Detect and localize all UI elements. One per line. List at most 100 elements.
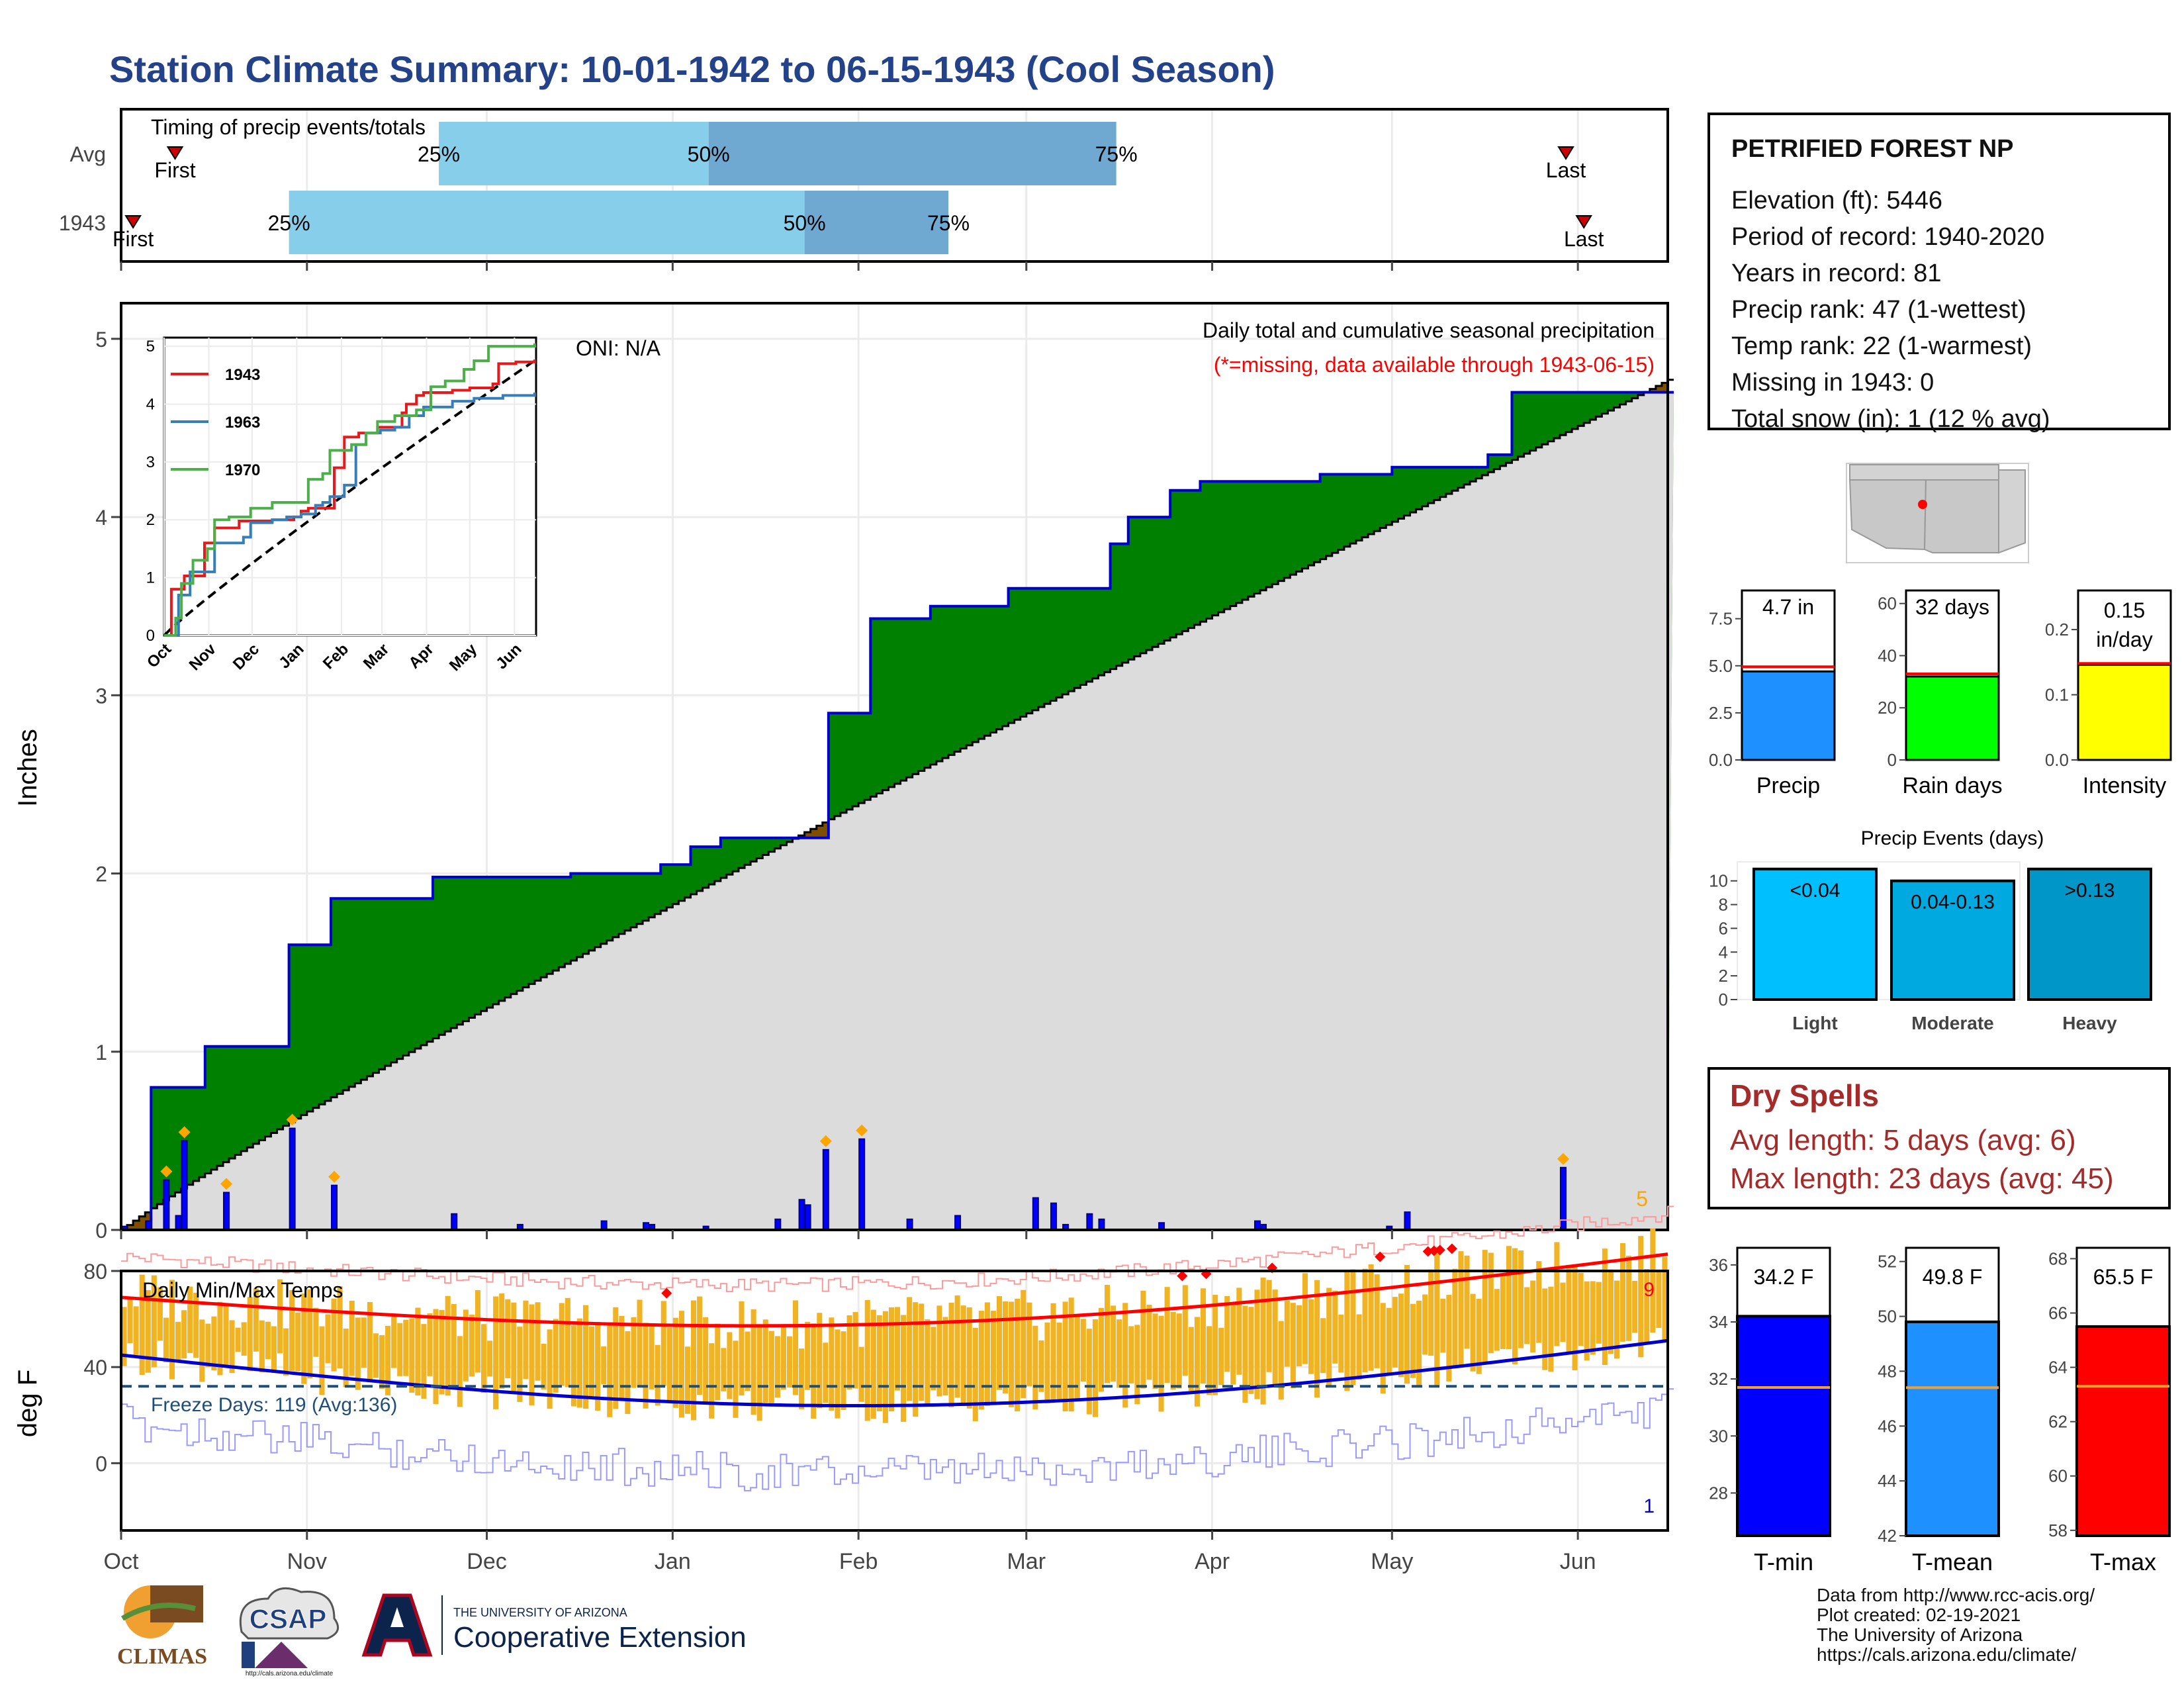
temp-daily-bar	[1608, 1269, 1614, 1354]
temp-daily-bar	[1068, 1297, 1074, 1412]
dry-spells-title: Dry Spells	[1730, 1078, 1879, 1113]
timing-first-marker	[166, 146, 184, 160]
precip-daily-bar	[331, 1184, 338, 1231]
events-bar-range: >0.13	[2065, 880, 2115, 902]
station-snow: Total snow (in): 1 (12 % avg)	[1731, 405, 2050, 433]
temp-daily-bar	[409, 1318, 415, 1393]
timing-title: Timing of precip events/totals	[151, 115, 426, 139]
temp-daily-bar	[1386, 1307, 1392, 1375]
precip-daily-bar	[798, 1199, 805, 1231]
temp-daily-bar	[1416, 1300, 1422, 1386]
temp-daily-bar	[535, 1302, 541, 1381]
temp-bar-tick-label: 32	[1709, 1369, 1728, 1389]
events-tick-label: 8	[1719, 895, 1728, 915]
temp-record-marker	[1446, 1243, 1457, 1254]
inset-series-line	[164, 359, 536, 637]
temp-daily-bar	[697, 1296, 703, 1395]
temp-daily-bar	[1290, 1303, 1296, 1389]
temp-daily-bar	[739, 1301, 745, 1396]
events-bar-label: Heavy	[2062, 1013, 2117, 1033]
temp-daily-bar	[751, 1309, 756, 1415]
temp-daily-bar	[1009, 1301, 1015, 1407]
temp-daily-bar	[1308, 1299, 1314, 1374]
temp-daily-bar	[990, 1311, 996, 1404]
temp-bar-tick-label: 62	[2048, 1412, 2068, 1432]
temp-bar-tick-label: 36	[1709, 1255, 1728, 1275]
mini-bar-value-label: 4.7 in	[1762, 595, 1814, 619]
temp-bar-tick-label: 44	[1878, 1471, 1897, 1491]
temp-daily-bar	[786, 1336, 793, 1388]
events-bar	[2027, 867, 2152, 1002]
temp-daily-bar	[966, 1307, 972, 1409]
temp-panel-border	[120, 1270, 1669, 1532]
timing-pct-label: 50%	[784, 211, 826, 235]
temp-daily-bar	[733, 1340, 739, 1418]
temp-daily-bar	[187, 1286, 193, 1353]
temp-daily-bar	[643, 1323, 649, 1409]
temp-daily-bar	[1272, 1289, 1278, 1387]
ua-small-text: THE UNIVERSITY OF ARIZONA	[453, 1606, 627, 1619]
temp-daily-bar	[1140, 1290, 1146, 1389]
temp-record-min-line	[121, 1388, 1674, 1491]
station-period: Period of record: 1940-2020	[1731, 223, 2045, 251]
temp-daily-bar	[553, 1319, 559, 1393]
temp-daily-bar	[1320, 1318, 1326, 1374]
temp-daily-bar	[703, 1317, 709, 1404]
temp-daily-bar	[1326, 1288, 1332, 1387]
temp-daily-bar	[972, 1327, 978, 1421]
temp-daily-bar	[1530, 1280, 1536, 1353]
temp-daily-bar	[576, 1318, 582, 1408]
temp-panel-title: Daily Min/Max Temps	[142, 1278, 343, 1302]
x-month-label: Oct	[104, 1549, 139, 1574]
temp-bottom-count: 1	[1643, 1495, 1655, 1517]
timing-pct-label: 75%	[927, 211, 970, 235]
temp-daily-bar	[487, 1340, 493, 1377]
climas-logo-image: CLIMAS	[117, 1585, 207, 1669]
temp-daily-bar	[529, 1304, 535, 1405]
temp-daily-bar	[768, 1331, 774, 1403]
temp-daily-bar	[649, 1325, 655, 1389]
mini-bar-tick-label: 60	[1878, 594, 1897, 614]
temp-daily-bar	[367, 1301, 373, 1383]
mini-bar-tick-label: 0	[1888, 750, 1897, 770]
temp-daily-bar	[589, 1326, 595, 1397]
temp-daily-bar	[1212, 1294, 1218, 1395]
temp-record-marker	[1428, 1245, 1439, 1256]
temp-daily-bar	[391, 1317, 397, 1368]
dry-spells-avg: Avg length: 5 days (avg: 6)	[1730, 1124, 2076, 1156]
precip-ytick-label: 0	[95, 1219, 107, 1243]
station-temp-rank: Temp rank: 22 (1-warmest)	[1731, 332, 2032, 360]
precip-event-marker	[286, 1113, 298, 1126]
temp-daily-bar	[511, 1302, 517, 1391]
inset-ytick-label: 0	[146, 627, 155, 645]
mini-bar-value-label: in/day	[2096, 628, 2152, 651]
temp-daily-bar	[157, 1287, 163, 1341]
csap-logo-image: CSAP http://cals.arizona.edu/climate	[239, 1587, 340, 1677]
timing-pct-label: 25%	[268, 211, 310, 235]
climas-logo: CLIMAS	[109, 1579, 215, 1678]
temp-daily-bar	[493, 1296, 499, 1409]
temp-bar-tick-label: 28	[1709, 1483, 1728, 1503]
temp-daily-bar	[1074, 1316, 1080, 1401]
precip-daily-bar	[163, 1179, 170, 1231]
precip-daily-bar	[858, 1138, 866, 1231]
temp-daily-bar	[283, 1328, 289, 1376]
precip-daily-bar	[804, 1204, 811, 1231]
temp-daily-bar	[936, 1305, 942, 1397]
temp-daily-bar	[1428, 1269, 1434, 1356]
temp-daily-bar	[762, 1319, 768, 1403]
temp-daily-bar	[1548, 1286, 1554, 1372]
freeze-days-text: Freeze Days: 119 (Avg:136)	[151, 1394, 397, 1416]
x-month-label: Mar	[1007, 1549, 1046, 1574]
precip-daily-bar	[600, 1220, 608, 1231]
temp-daily-bar	[505, 1299, 511, 1378]
events-bar-label: Light	[1792, 1013, 1837, 1033]
temp-daily-bar	[1488, 1252, 1494, 1354]
temp-bar-tick-label: 48	[1878, 1361, 1897, 1381]
station-missing: Missing in 1943: 0	[1731, 369, 1934, 397]
temp-daily-bar	[1566, 1264, 1572, 1353]
temp-bar-value-label: 65.5 F	[2093, 1265, 2154, 1289]
temp-daily-bar	[325, 1314, 331, 1364]
temp-daily-bar	[672, 1317, 678, 1408]
